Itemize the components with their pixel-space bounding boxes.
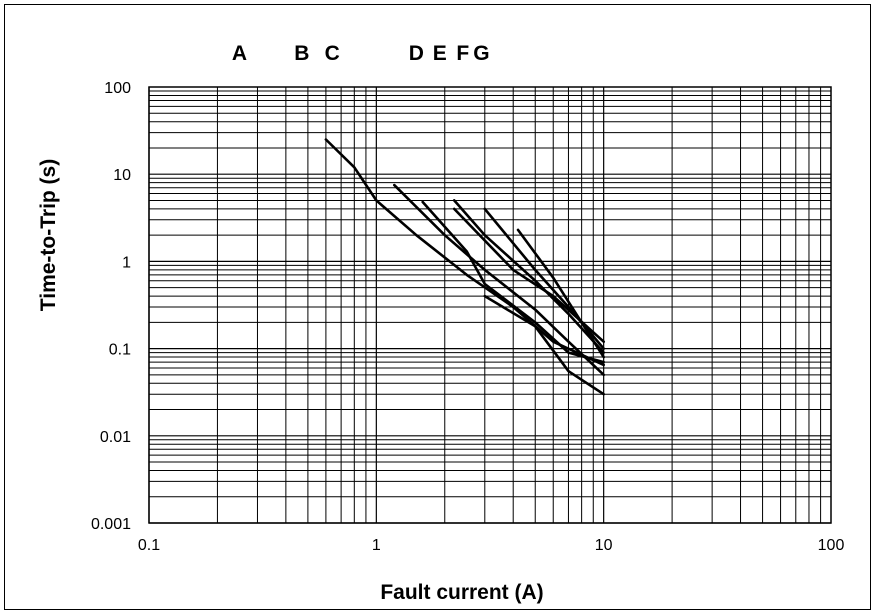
- x-tick-labels: 0.1 1 10 100: [138, 537, 845, 554]
- grid: [148, 86, 832, 524]
- curve-label-d: D: [409, 42, 424, 65]
- curve-label-a: A: [232, 42, 247, 65]
- x-tick-label: 0.1: [138, 537, 160, 554]
- trip-curve-1: [324, 138, 605, 367]
- curve-label-g: G: [473, 42, 489, 65]
- y-axis-title: Time-to-Trip (s): [37, 159, 60, 311]
- x-tick-label: 100: [818, 537, 845, 554]
- x-tick-label: 10: [595, 537, 613, 554]
- trip-curve-3: [421, 200, 605, 364]
- y-tick-label: 1: [122, 254, 131, 271]
- y-tick-label: 100: [104, 80, 131, 97]
- x-tick-label: 1: [372, 537, 381, 554]
- curve-label-f: F: [456, 42, 469, 65]
- trip-curve-8: [483, 294, 605, 396]
- curve-label-c: C: [325, 42, 340, 65]
- trip-curve-2: [393, 183, 605, 377]
- x-axis-title: Fault current (A): [380, 581, 543, 604]
- curve-label-b: B: [294, 42, 309, 65]
- trip-curves: [324, 138, 605, 396]
- y-tick-label: 0.01: [100, 429, 131, 446]
- y-tick-labels: 100 10 1 0.1 0.01 0.001: [91, 80, 131, 533]
- trip-curve-7: [516, 228, 605, 359]
- curve-label-e: E: [433, 42, 447, 65]
- trip-curve-4: [452, 199, 605, 354]
- y-tick-label: 0.1: [109, 342, 131, 359]
- plot-border: [148, 86, 832, 524]
- y-tick-label: 0.001: [91, 516, 131, 533]
- y-tick-label: 10: [113, 167, 131, 184]
